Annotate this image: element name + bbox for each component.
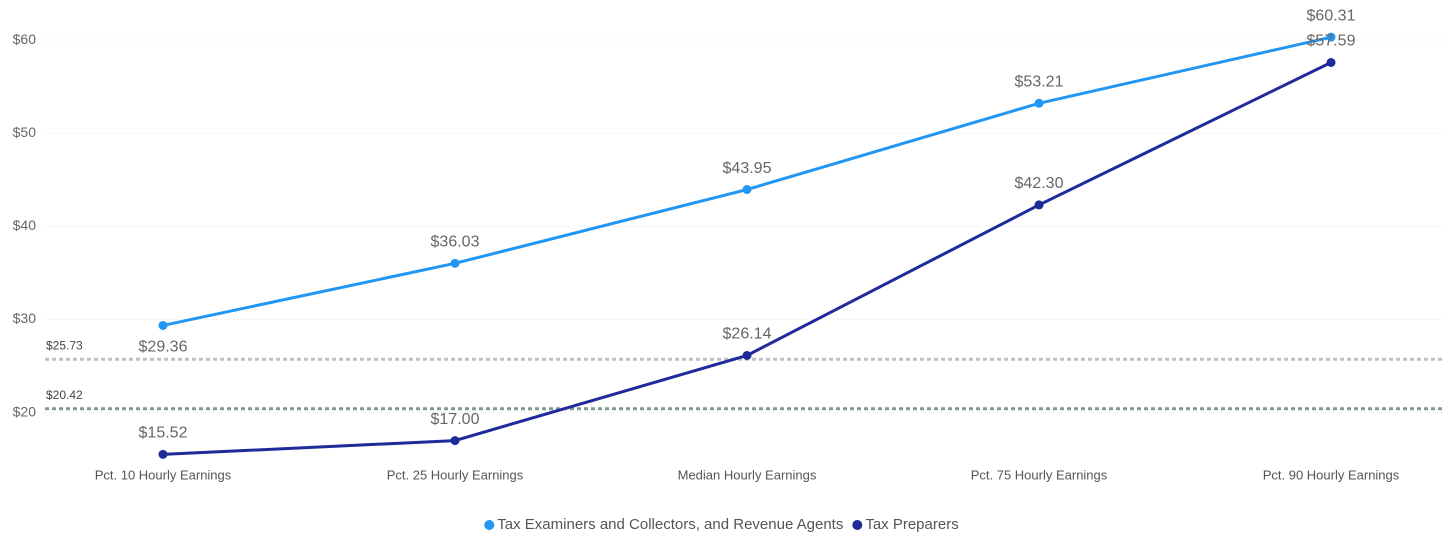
legend-marker xyxy=(484,520,495,530)
reference-label: $25.73 xyxy=(46,338,83,352)
data-point xyxy=(1034,200,1044,210)
legend-label: Tax Examiners and Collectors, and Revenu… xyxy=(497,516,843,533)
y-tick-label: $60 xyxy=(13,31,37,47)
y-tick-label: $30 xyxy=(13,310,37,326)
data-point xyxy=(742,185,752,195)
data-point xyxy=(1326,32,1336,42)
data-point xyxy=(1326,58,1336,68)
x-tick-label: Pct. 90 Hourly Earnings xyxy=(1263,467,1400,482)
x-tick-label: Pct. 75 Hourly Earnings xyxy=(971,467,1108,482)
data-label: $60.31 xyxy=(1307,7,1356,24)
data-label: $15.52 xyxy=(139,425,188,442)
data-point xyxy=(1034,98,1044,108)
y-tick-label: $50 xyxy=(13,124,37,140)
data-label: $36.03 xyxy=(431,234,480,251)
data-point xyxy=(450,258,460,268)
data-point xyxy=(742,350,752,360)
x-tick-label: Pct. 25 Hourly Earnings xyxy=(387,467,524,482)
data-point xyxy=(158,320,168,330)
legend-label: Tax Preparers xyxy=(865,516,958,533)
data-label: $42.30 xyxy=(1015,175,1064,192)
data-label: $26.14 xyxy=(723,326,772,343)
reference-label: $20.42 xyxy=(46,388,83,402)
y-tick-label: $40 xyxy=(13,217,37,233)
x-tick-label: Pct. 10 Hourly Earnings xyxy=(95,467,232,482)
series-line xyxy=(162,61,1332,456)
legend-marker xyxy=(852,520,863,530)
x-tick-label: Median Hourly Earnings xyxy=(678,467,817,482)
data-label: $53.21 xyxy=(1015,74,1064,91)
y-tick-label: $20 xyxy=(13,403,37,419)
data-label: $29.36 xyxy=(139,339,188,356)
data-label: $57.59 xyxy=(1307,33,1356,50)
series-line xyxy=(162,35,1332,327)
data-label: $17.00 xyxy=(431,411,480,428)
data-point xyxy=(450,436,460,446)
data-label: $43.95 xyxy=(723,160,772,177)
data-point xyxy=(158,449,168,459)
